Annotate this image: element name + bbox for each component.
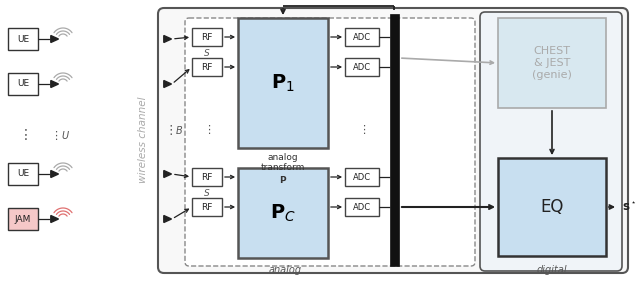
FancyBboxPatch shape bbox=[158, 8, 628, 273]
Text: $\mathbf{P}_1$: $\mathbf{P}_1$ bbox=[271, 72, 295, 94]
Bar bbox=[345, 198, 379, 216]
Polygon shape bbox=[164, 171, 172, 178]
Text: EQ: EQ bbox=[540, 198, 564, 216]
Bar bbox=[192, 28, 222, 46]
Bar bbox=[192, 168, 222, 186]
Text: analog
transform
$\mathbf{P}$: analog transform $\mathbf{P}$ bbox=[261, 153, 305, 185]
Text: RF: RF bbox=[202, 173, 212, 182]
Polygon shape bbox=[51, 80, 58, 87]
Text: $S$: $S$ bbox=[204, 187, 211, 198]
Polygon shape bbox=[164, 216, 172, 223]
Text: analog: analog bbox=[268, 265, 301, 275]
Text: $\vdots$: $\vdots$ bbox=[358, 124, 366, 137]
Text: $\vdots$: $\vdots$ bbox=[164, 123, 172, 137]
Polygon shape bbox=[51, 35, 58, 42]
Bar bbox=[498, 158, 606, 256]
Text: $\vdots$: $\vdots$ bbox=[203, 124, 211, 137]
Text: $\mathbf{s}^\star$: $\mathbf{s}^\star$ bbox=[622, 200, 637, 214]
Text: RF: RF bbox=[202, 33, 212, 42]
Text: UE: UE bbox=[17, 80, 29, 89]
Text: digital: digital bbox=[537, 265, 567, 275]
Text: CHEST
& JEST
(genie): CHEST & JEST (genie) bbox=[532, 46, 572, 80]
Bar bbox=[238, 168, 328, 258]
Text: UE: UE bbox=[17, 169, 29, 178]
Text: ADC: ADC bbox=[353, 203, 371, 212]
Polygon shape bbox=[164, 35, 172, 42]
Text: $B$: $B$ bbox=[175, 124, 183, 136]
Polygon shape bbox=[51, 171, 58, 178]
Text: $\vdots$: $\vdots$ bbox=[18, 128, 28, 142]
FancyBboxPatch shape bbox=[480, 12, 622, 271]
Bar bbox=[192, 58, 222, 76]
Text: $\mathbf{P}_C$: $\mathbf{P}_C$ bbox=[270, 202, 296, 224]
Text: $U$: $U$ bbox=[61, 129, 70, 141]
Text: RF: RF bbox=[202, 203, 212, 212]
Text: wireless channel: wireless channel bbox=[138, 97, 148, 183]
Text: RF: RF bbox=[202, 62, 212, 71]
Text: ADC: ADC bbox=[353, 62, 371, 71]
Text: ADC: ADC bbox=[353, 33, 371, 42]
Bar bbox=[8, 163, 38, 185]
Bar bbox=[192, 198, 222, 216]
Text: $S$: $S$ bbox=[204, 46, 211, 58]
Bar bbox=[390, 14, 399, 266]
Bar bbox=[238, 18, 328, 148]
Bar bbox=[8, 73, 38, 95]
Text: $\vdots$: $\vdots$ bbox=[50, 128, 58, 142]
Text: UE: UE bbox=[17, 35, 29, 44]
Polygon shape bbox=[51, 216, 58, 223]
Bar bbox=[8, 28, 38, 50]
FancyBboxPatch shape bbox=[185, 18, 475, 266]
Bar bbox=[345, 58, 379, 76]
Text: JAM: JAM bbox=[15, 214, 31, 223]
Polygon shape bbox=[164, 80, 172, 87]
Bar bbox=[498, 18, 606, 108]
Bar bbox=[345, 28, 379, 46]
Bar bbox=[345, 168, 379, 186]
Bar bbox=[8, 208, 38, 230]
Text: ADC: ADC bbox=[353, 173, 371, 182]
